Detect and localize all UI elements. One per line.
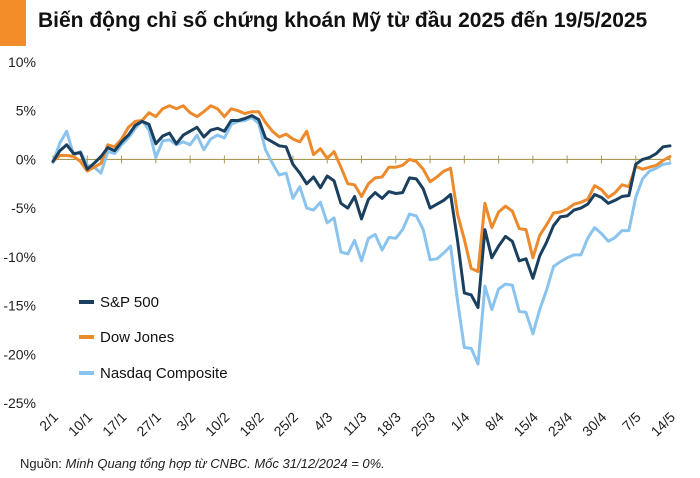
series-line-nasdaq xyxy=(51,116,672,366)
legend-label-sp500: S&P 500 xyxy=(100,294,159,311)
y-tick-label: -20% xyxy=(3,346,36,362)
legend: S&P 500 Dow Jones Nasdaq Composite xyxy=(79,294,228,382)
y-tick-label: 10% xyxy=(8,54,36,70)
chart-title: Biến động chỉ số chứng khoán Mỹ từ đầu 2… xyxy=(38,9,648,32)
source-text: Minh Quang tổng hợp từ CNBC. Mốc 31/12/2… xyxy=(65,456,385,471)
x-tick-label: 1/4 xyxy=(447,409,472,434)
x-tick-label: 17/1 xyxy=(99,409,130,440)
x-tick-label: 25/3 xyxy=(408,409,439,440)
y-tick-label: -15% xyxy=(3,298,36,314)
x-tick-label: 30/4 xyxy=(579,409,610,440)
x-tick-label: 18/2 xyxy=(236,409,267,440)
title-bar: Biến động chỉ số chứng khoán Mỹ từ đầu 2… xyxy=(0,0,700,46)
y-tick-label: -10% xyxy=(3,249,36,265)
x-tick-label: 18/3 xyxy=(373,409,404,440)
x-tick-label: 4/3 xyxy=(310,409,335,434)
x-tick-label: 3/2 xyxy=(173,409,198,434)
x-tick-label: 10/1 xyxy=(65,409,96,440)
x-tick-label: 27/1 xyxy=(133,409,164,440)
y-tick-label: -5% xyxy=(11,200,36,216)
y-tick-label: -25% xyxy=(3,395,36,411)
y-tick-label: 0% xyxy=(16,151,36,167)
x-tick-label: 23/4 xyxy=(545,409,576,440)
x-tick-label: 2/1 xyxy=(36,409,61,434)
series-line-dow xyxy=(51,104,672,273)
line-chart: 10% 5% 0% -5% -10% -15% -20% -25% 2/1 10/1 17/1 27… xyxy=(3,54,679,440)
legend-label-nasdaq: Nasdaq Composite xyxy=(100,365,228,382)
y-axis: 10% 5% 0% -5% -10% -15% -20% -25% xyxy=(3,54,36,411)
legend-label-dow: Dow Jones xyxy=(100,329,174,346)
x-tick-label: 11/3 xyxy=(340,409,370,439)
x-tick-label: 25/2 xyxy=(270,409,301,440)
source-note: Nguồn: Minh Quang tổng hợp từ CNBC. Mốc … xyxy=(20,456,385,471)
x-tick-label: 8/4 xyxy=(482,409,507,434)
source-prefix: Nguồn: xyxy=(20,456,62,471)
y-tick-label: 5% xyxy=(16,103,36,119)
x-tick-label: 14/5 xyxy=(648,409,679,440)
title-accent-bar xyxy=(0,0,26,46)
x-tick-label: 7/5 xyxy=(619,409,644,434)
series-line-sp500 xyxy=(51,114,672,309)
series-lines xyxy=(51,104,672,366)
x-tick-label: 15/4 xyxy=(510,409,541,440)
x-tick-label: 10/2 xyxy=(202,409,233,440)
